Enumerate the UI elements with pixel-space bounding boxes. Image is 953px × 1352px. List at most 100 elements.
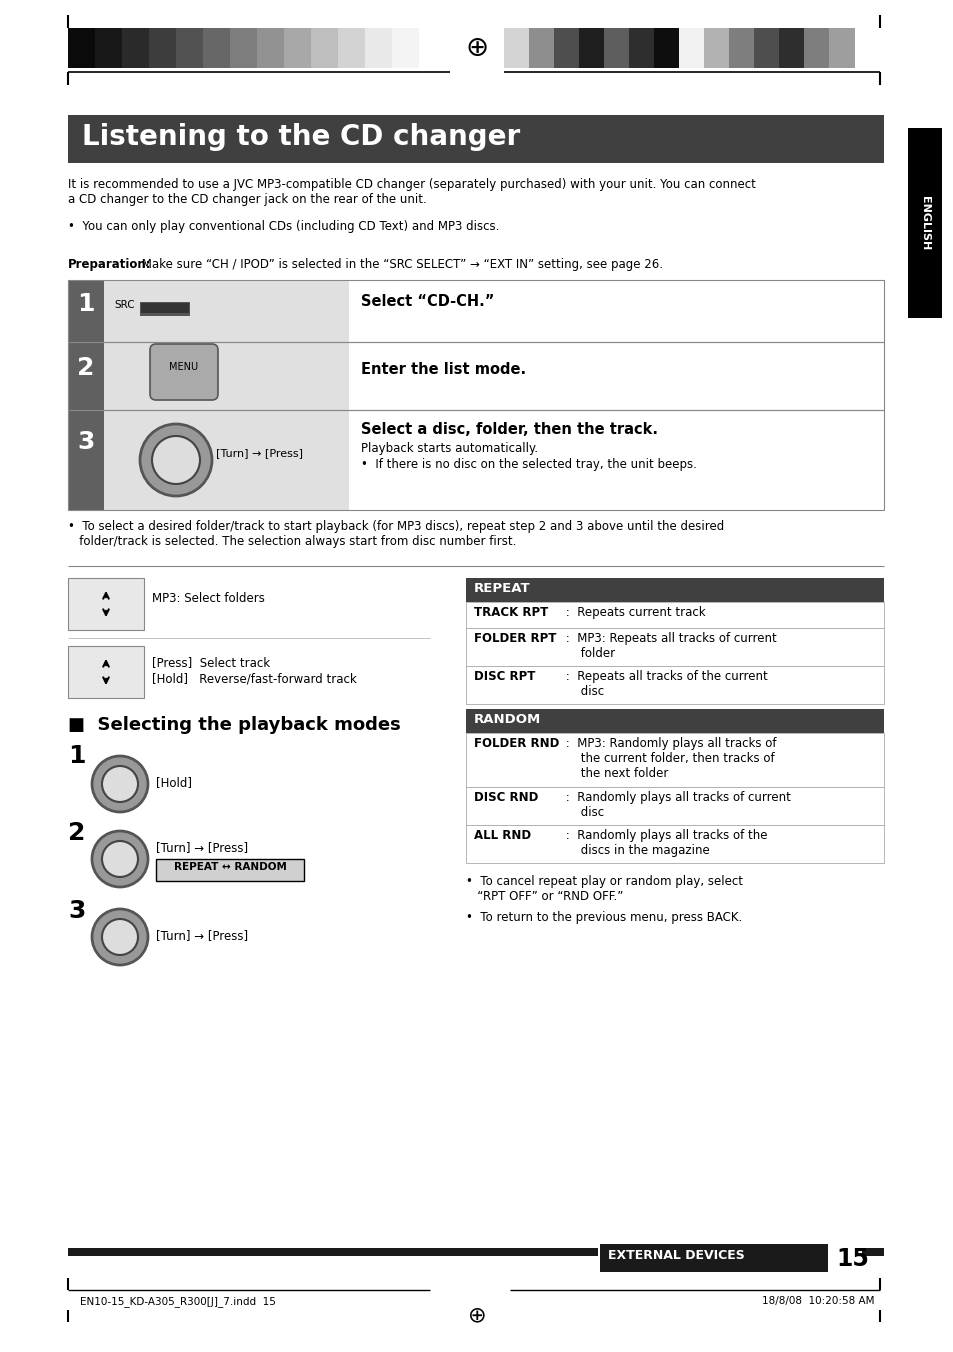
Text: REPEAT: REPEAT [474, 581, 530, 595]
Text: FOLDER RPT: FOLDER RPT [474, 631, 556, 645]
Bar [68, 115, 883, 164]
Text: RANDOM: RANDOM [474, 713, 540, 726]
Bar [603, 28, 629, 68]
Bar [703, 28, 729, 68]
Bar [349, 410, 883, 510]
Text: •  To cancel repeat play or random play, select
   “RPT OFF” or “RND OFF.”: • To cancel repeat play or random play, … [465, 875, 742, 903]
Text: •  You can only play conventional CDs (including CD Text) and MP3 discs.: • You can only play conventional CDs (in… [68, 220, 498, 233]
Text: 2: 2 [68, 821, 85, 845]
Bar [122, 28, 150, 68]
Bar [68, 280, 104, 342]
Bar [68, 342, 883, 410]
Circle shape [91, 756, 148, 813]
Text: TRACK RPT: TRACK RPT [474, 606, 548, 619]
Bar [679, 28, 704, 68]
Bar [68, 342, 104, 410]
Bar [68, 410, 104, 510]
Bar [578, 28, 604, 68]
Bar [140, 301, 190, 316]
Text: 18/8/08  10:20:58 AM: 18/8/08 10:20:58 AM [761, 1297, 874, 1306]
Text: :  Repeats current track: : Repeats current track [561, 606, 705, 619]
Text: [Press]  Select track: [Press] Select track [152, 656, 270, 669]
Bar [104, 342, 349, 410]
Bar [465, 825, 883, 863]
Bar [349, 342, 883, 410]
Bar [654, 28, 679, 68]
Bar [828, 28, 854, 68]
Text: •  To return to the previous menu, press BACK.: • To return to the previous menu, press … [465, 911, 741, 923]
Bar [465, 602, 883, 627]
Bar [465, 627, 883, 667]
Text: 3: 3 [77, 430, 94, 454]
Bar [907, 128, 941, 318]
Text: FOLDER RND: FOLDER RND [474, 737, 558, 750]
Text: :  MP3: Repeats all tracks of current
     folder: : MP3: Repeats all tracks of current fol… [561, 631, 776, 660]
Circle shape [152, 435, 200, 484]
Text: MP3: Select folders: MP3: Select folders [152, 592, 265, 604]
Bar [803, 28, 829, 68]
Bar [95, 28, 123, 68]
Circle shape [102, 841, 138, 877]
Text: Make sure “CH / IPOD” is selected in the “SRC SELECT” → “EXT IN” setting, see pa: Make sure “CH / IPOD” is selected in the… [138, 258, 662, 270]
Circle shape [91, 909, 148, 965]
Text: 1: 1 [68, 744, 86, 768]
Bar [392, 28, 419, 68]
Bar [465, 708, 883, 733]
Text: ⊕: ⊕ [467, 1305, 486, 1325]
Text: Playback starts automatically.: Playback starts automatically. [360, 442, 537, 456]
Bar [311, 28, 338, 68]
Bar [418, 28, 447, 68]
Bar [554, 28, 579, 68]
Text: MENU: MENU [170, 362, 198, 372]
Bar [779, 28, 804, 68]
Text: DISC RPT: DISC RPT [474, 671, 535, 683]
Bar [465, 787, 883, 825]
Bar [68, 28, 96, 68]
Text: It is recommended to use a JVC MP3-compatible CD changer (separately purchased) : It is recommended to use a JVC MP3-compa… [68, 178, 755, 206]
Bar [599, 1244, 827, 1272]
Bar [465, 579, 883, 602]
Text: SRC: SRC [113, 300, 134, 310]
Bar [365, 28, 393, 68]
Text: Listening to the CD changer: Listening to the CD changer [82, 123, 519, 151]
Text: 1: 1 [77, 292, 94, 316]
Bar [753, 28, 780, 68]
Text: Preparation:: Preparation: [68, 258, 152, 270]
Bar [156, 859, 304, 882]
Circle shape [102, 919, 138, 955]
Text: :  Randomly plays all tracks of the
     discs in the magazine: : Randomly plays all tracks of the discs… [561, 829, 767, 857]
Text: [Hold]   Reverse/fast-forward track: [Hold] Reverse/fast-forward track [152, 672, 356, 685]
Bar [68, 579, 144, 630]
Text: [Hold]: [Hold] [156, 776, 192, 790]
Bar [628, 28, 655, 68]
Bar [68, 280, 883, 342]
Bar [104, 280, 349, 342]
Text: ENGLISH: ENGLISH [919, 196, 929, 250]
Text: [Turn] → [Press]: [Turn] → [Press] [156, 841, 248, 854]
Circle shape [91, 831, 148, 887]
Bar [529, 28, 555, 68]
Bar [862, 1248, 883, 1256]
Text: Enter the list mode.: Enter the list mode. [360, 362, 525, 377]
Text: 3: 3 [68, 899, 85, 923]
Bar [203, 28, 231, 68]
Text: Select “CD-CH.”: Select “CD-CH.” [360, 293, 494, 310]
Bar [256, 28, 285, 68]
Bar [68, 410, 883, 510]
Bar [503, 28, 530, 68]
Text: Select a disc, folder, then the track.: Select a disc, folder, then the track. [360, 422, 658, 437]
Bar [728, 28, 754, 68]
Circle shape [140, 425, 212, 496]
Bar [104, 410, 349, 510]
Text: [Turn] → [Press]: [Turn] → [Press] [156, 929, 248, 942]
Bar [465, 667, 883, 704]
Circle shape [102, 767, 138, 802]
Bar [465, 733, 883, 787]
Bar [68, 1248, 598, 1256]
Text: :  MP3: Randomly plays all tracks of
     the current folder, then tracks of
   : : MP3: Randomly plays all tracks of the … [561, 737, 776, 780]
Text: 2: 2 [77, 356, 94, 380]
Bar [337, 28, 366, 68]
Bar [349, 280, 883, 342]
Text: REPEAT ↔ RANDOM: REPEAT ↔ RANDOM [173, 863, 286, 872]
Text: EXTERNAL DEVICES: EXTERNAL DEVICES [607, 1249, 744, 1261]
